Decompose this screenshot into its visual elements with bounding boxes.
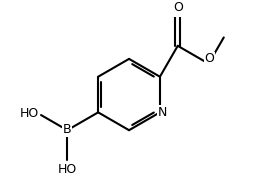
Text: B: B (63, 123, 72, 136)
Text: O: O (204, 52, 214, 65)
Text: O: O (173, 1, 183, 14)
Text: HO: HO (20, 107, 39, 120)
Text: HO: HO (58, 163, 77, 176)
Text: N: N (157, 106, 167, 119)
